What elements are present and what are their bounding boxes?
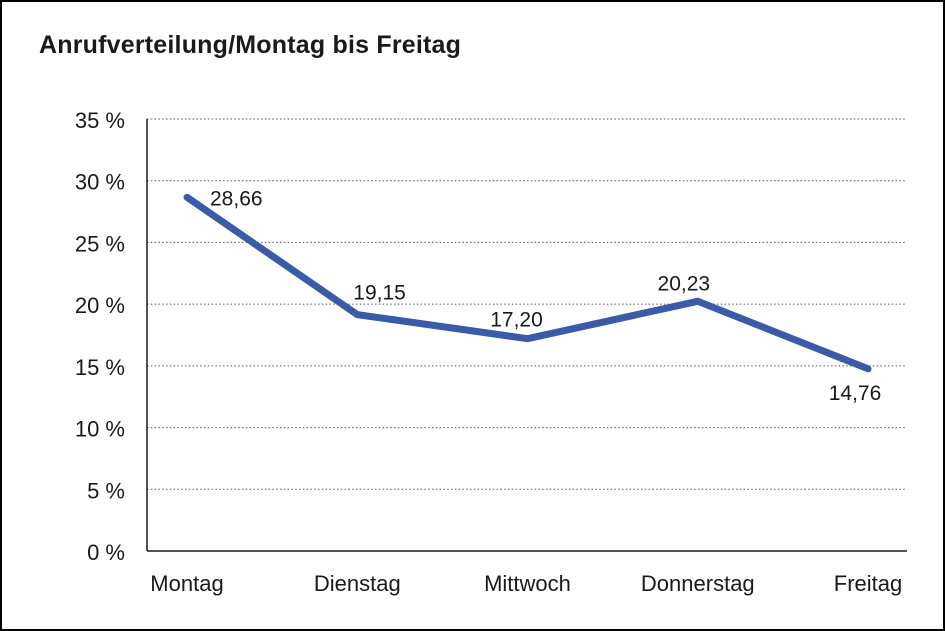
data-label: 20,23 [658,272,711,295]
y-axis-tick-label: 25 % [75,231,125,256]
data-label: 28,66 [210,187,263,210]
chart-title: Anrufverteilung/Montag bis Freitag [39,31,462,59]
x-axis-label: Dienstag [314,571,401,596]
data-label: 19,15 [353,282,406,305]
y-axis-tick-label: 0 % [87,540,125,565]
y-axis-tick-label: 15 % [75,355,125,380]
y-axis-tick-label: 35 % [75,108,125,133]
y-axis-tick-label: 30 % [75,170,125,195]
y-axis-tick-label: 10 % [75,417,125,442]
x-axis-label: Mittwoch [484,571,571,596]
data-label: 17,20 [490,309,543,332]
x-axis-label: Donnerstag [641,571,755,596]
x-axis-label: Freitag [834,571,902,596]
x-axis-label: Montag [150,571,223,596]
y-axis-tick-label: 20 % [75,293,125,318]
series-line [183,193,872,373]
y-axis-tick-label: 5 % [87,478,125,503]
data-label: 14,76 [829,382,882,405]
